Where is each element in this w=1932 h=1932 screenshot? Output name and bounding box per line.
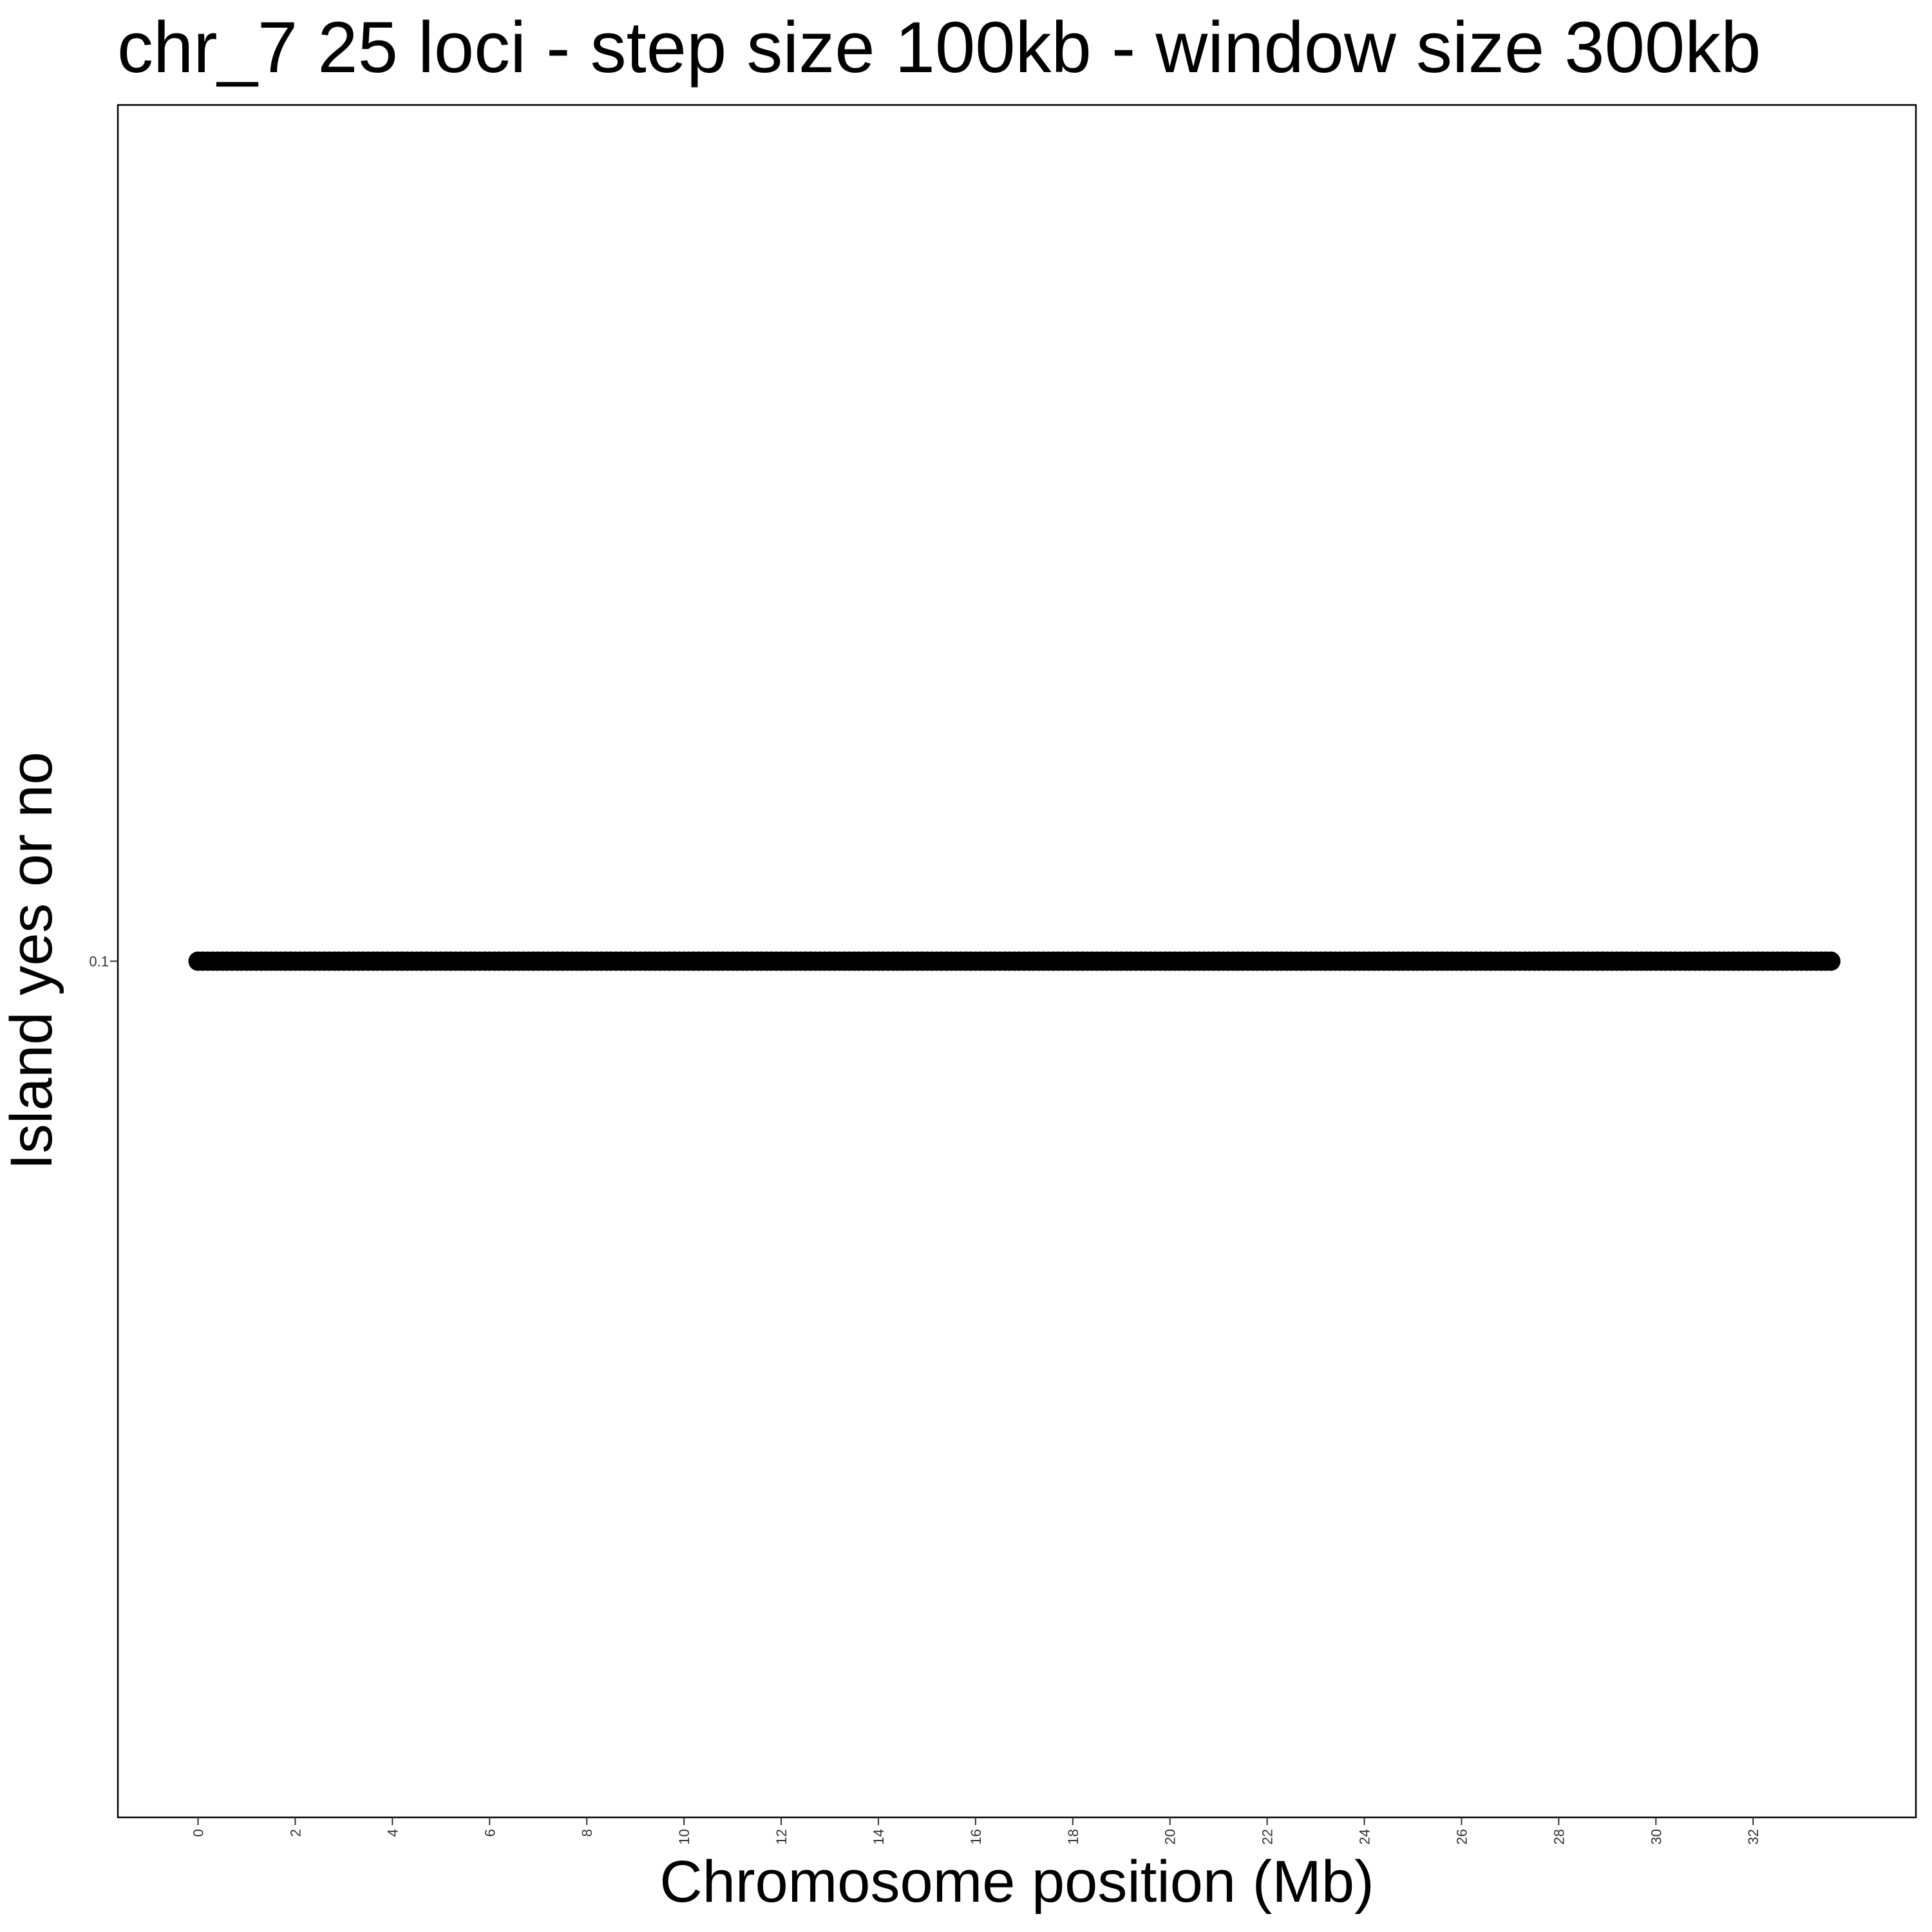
x-tick-label: 14: [871, 1829, 887, 1844]
x-tick-label: 28: [1551, 1829, 1567, 1844]
x-tick-label: 0: [191, 1829, 207, 1837]
x-axis-label: Chromosome position (Mb): [659, 1849, 1374, 1915]
x-tick-label: 2: [287, 1829, 303, 1837]
x-axis-ticks: 0 2 4 6 8 10 12 14 16 18 20 22 24 26 28 30 32: [191, 1817, 1761, 1844]
y-axis-ticks: 0.1: [89, 954, 118, 970]
x-tick-label: 4: [384, 1829, 401, 1837]
x-tick-label: 10: [676, 1829, 692, 1844]
x-tick-label: 22: [1260, 1829, 1276, 1844]
y-tick-label: 0.1: [89, 954, 109, 970]
x-tick-label: 18: [1065, 1829, 1081, 1844]
data-point: [1821, 951, 1841, 971]
x-tick-label: 6: [482, 1829, 498, 1837]
x-tick-label: 24: [1357, 1829, 1373, 1844]
x-tick-label: 26: [1454, 1829, 1470, 1844]
y-axis-label: Island yes or no: [0, 752, 64, 1170]
x-tick-label: 12: [773, 1829, 790, 1844]
x-tick-label: 32: [1745, 1829, 1761, 1844]
x-tick-label: 20: [1162, 1829, 1179, 1844]
chart-title: chr_7 25 loci - step size 100kb - window…: [117, 7, 1761, 88]
x-tick-label: 16: [968, 1829, 984, 1844]
data-points: [188, 951, 1841, 971]
x-tick-label: 8: [579, 1829, 595, 1837]
x-tick-label: 30: [1648, 1829, 1664, 1844]
